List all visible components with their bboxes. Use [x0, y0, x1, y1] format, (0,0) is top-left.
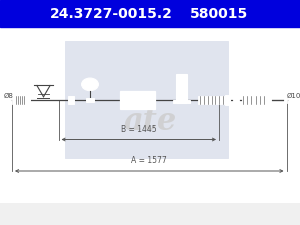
Bar	[232, 97, 239, 103]
Bar	[0, 0, 300, 27]
Text: 580015: 580015	[190, 7, 248, 20]
Bar	[14, 96, 26, 104]
Text: A = 1577: A = 1577	[131, 156, 167, 165]
Bar	[120, 91, 154, 109]
Circle shape	[82, 78, 98, 91]
Bar	[266, 95, 271, 105]
Bar	[198, 96, 225, 104]
Text: B = 1445: B = 1445	[121, 125, 157, 134]
Circle shape	[177, 81, 185, 88]
Bar	[0, 27, 300, 202]
Circle shape	[87, 82, 93, 87]
Bar	[172, 100, 190, 104]
Text: 24.3727-0015.2: 24.3727-0015.2	[50, 7, 172, 20]
Bar	[225, 95, 230, 105]
Text: ate: ate	[123, 106, 177, 137]
Bar	[64, 40, 228, 158]
Bar	[12, 96, 16, 104]
Bar	[242, 96, 266, 104]
Bar	[0, 27, 300, 202]
Bar	[25, 95, 30, 105]
Bar	[176, 74, 187, 104]
Text: Ø10: Ø10	[287, 93, 300, 99]
Bar	[284, 97, 287, 104]
Text: Ø8: Ø8	[4, 93, 14, 99]
Bar	[68, 96, 74, 104]
Bar	[86, 98, 94, 102]
